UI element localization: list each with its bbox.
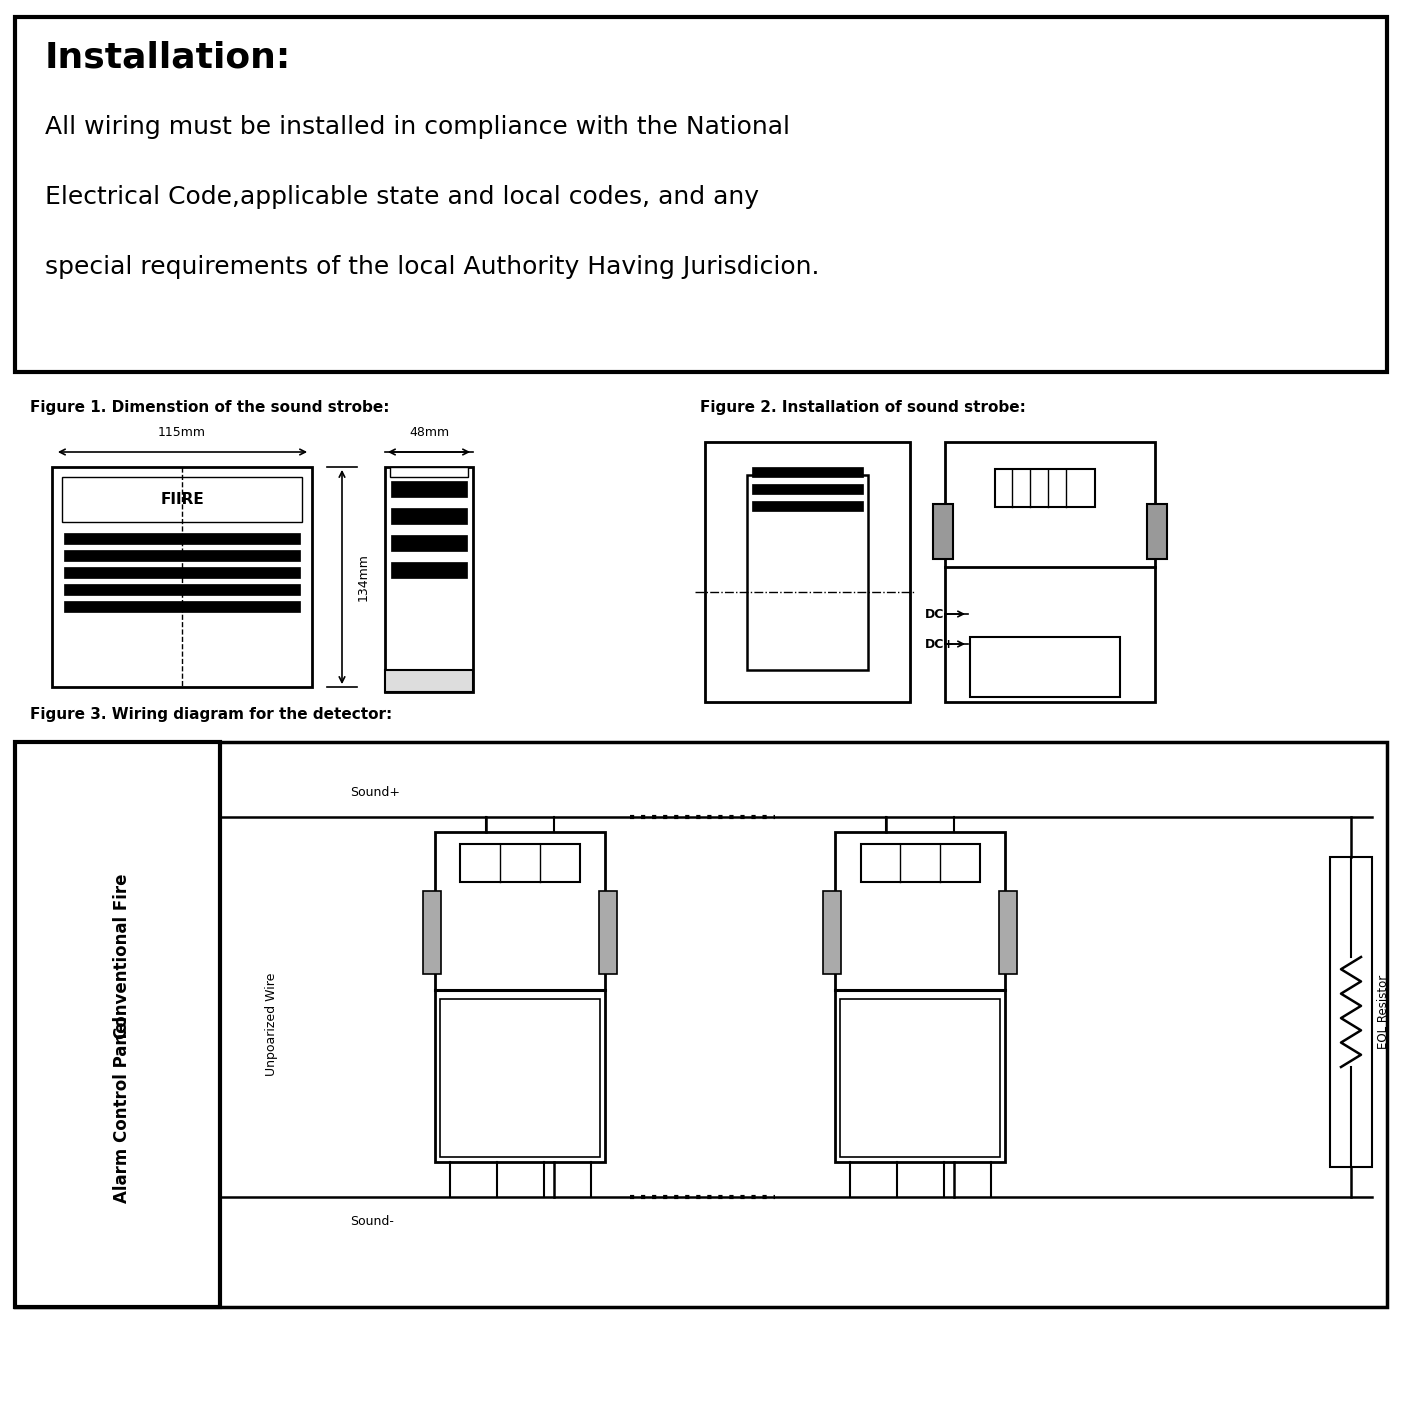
Bar: [995, 470, 1095, 508]
Bar: [751, 467, 864, 477]
Polygon shape: [87, 646, 278, 687]
Bar: [386, 467, 472, 693]
Bar: [823, 892, 841, 974]
Circle shape: [271, 615, 285, 629]
Bar: [386, 670, 472, 693]
Circle shape: [499, 900, 540, 942]
Circle shape: [900, 900, 941, 942]
Circle shape: [585, 1039, 600, 1054]
Bar: [751, 484, 864, 494]
Circle shape: [850, 1088, 865, 1103]
Polygon shape: [93, 652, 272, 684]
Bar: [705, 442, 743, 702]
Bar: [751, 501, 864, 510]
Circle shape: [1044, 454, 1056, 465]
Bar: [64, 585, 300, 594]
Circle shape: [984, 1039, 1000, 1054]
Circle shape: [1030, 658, 1050, 677]
Text: Figure 3. Wiring diagram for the detector:: Figure 3. Wiring diagram for the detecto…: [29, 707, 393, 722]
Bar: [64, 601, 300, 613]
Text: 134mm: 134mm: [358, 552, 370, 601]
Bar: [64, 533, 300, 544]
Circle shape: [1029, 499, 1061, 531]
Bar: [1000, 892, 1016, 974]
Text: All wiring must be installed in compliance with the National: All wiring must be installed in complian…: [45, 115, 789, 139]
Bar: [64, 566, 300, 578]
Text: 48mm: 48mm: [409, 426, 449, 439]
Bar: [705, 442, 910, 702]
Bar: [1147, 503, 1166, 559]
Circle shape: [585, 1088, 600, 1103]
Text: special requirements of the local Authority Having Jurisdicion.: special requirements of the local Author…: [45, 255, 820, 279]
Text: Sound+: Sound+: [350, 787, 400, 799]
Bar: [440, 998, 600, 1157]
Bar: [743, 674, 872, 702]
Text: 115mm: 115mm: [158, 426, 206, 439]
Circle shape: [287, 615, 301, 629]
Bar: [62, 477, 301, 522]
Bar: [52, 467, 313, 687]
Bar: [64, 550, 300, 561]
Circle shape: [395, 620, 409, 634]
Circle shape: [850, 1039, 865, 1054]
Bar: [840, 998, 1000, 1157]
Text: FIIRE: FIIRE: [160, 492, 203, 508]
Text: Conventional Fire: Conventional Fire: [114, 873, 132, 1039]
Circle shape: [990, 658, 1009, 677]
Bar: [970, 637, 1120, 697]
Bar: [599, 892, 617, 974]
Bar: [390, 467, 468, 477]
Bar: [872, 442, 910, 702]
Bar: [435, 831, 606, 1162]
Bar: [945, 442, 1155, 702]
Bar: [861, 844, 980, 882]
Bar: [391, 536, 467, 551]
Circle shape: [756, 585, 770, 599]
Bar: [1330, 857, 1373, 1166]
Bar: [743, 472, 872, 674]
Text: Unpoarized Wire: Unpoarized Wire: [265, 973, 279, 1077]
Circle shape: [984, 1088, 1000, 1103]
Circle shape: [481, 882, 559, 960]
Circle shape: [880, 882, 959, 960]
Bar: [15, 17, 1387, 372]
Bar: [423, 892, 442, 974]
Bar: [932, 503, 953, 559]
Circle shape: [1014, 482, 1077, 547]
Bar: [391, 562, 467, 578]
Bar: [747, 475, 868, 670]
Circle shape: [449, 1088, 465, 1103]
Text: Figure 2. Installation of sound strobe:: Figure 2. Installation of sound strobe:: [700, 400, 1026, 415]
Text: Installation:: Installation:: [45, 41, 292, 74]
Text: EOL Resistor: EOL Resistor: [1377, 974, 1389, 1049]
Circle shape: [63, 615, 77, 629]
Text: Sound-: Sound-: [350, 1216, 394, 1228]
Text: DC+: DC+: [925, 638, 955, 651]
Bar: [15, 742, 220, 1307]
Bar: [836, 831, 1005, 1162]
Circle shape: [449, 1039, 465, 1054]
Text: Alarm Control Panel: Alarm Control Panel: [114, 1015, 132, 1203]
Text: Figure 1. Dimenstion of the sound strobe:: Figure 1. Dimenstion of the sound strobe…: [29, 400, 390, 415]
Bar: [460, 844, 579, 882]
Bar: [743, 442, 872, 472]
Text: Electrical Code,applicable state and local codes, and any: Electrical Code,applicable state and loc…: [45, 185, 758, 209]
Text: DC-: DC-: [925, 607, 949, 621]
Bar: [391, 481, 467, 496]
Bar: [391, 508, 467, 524]
Bar: [15, 742, 1387, 1307]
